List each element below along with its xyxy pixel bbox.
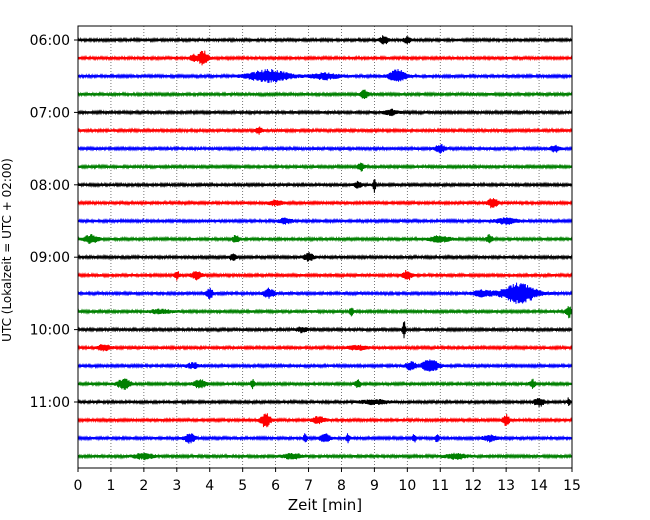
x-tick-label: 12	[464, 478, 482, 494]
x-tick-label: 13	[497, 478, 515, 494]
trace-1000	[77, 321, 573, 339]
y-axis: 06:00 07:00 08:00 09:00 10:00 11:00	[30, 33, 78, 411]
x-tick-label: 4	[205, 478, 214, 494]
trace-0715	[77, 126, 573, 135]
x-tick-label: 15	[563, 478, 581, 494]
x-tick-label: 9	[370, 478, 379, 494]
trace-0630	[77, 68, 573, 84]
x-axis: 0 1 2 3 4 5 6 7 8 9 10 11 12 13 14 15	[74, 468, 581, 494]
trace-0700	[77, 108, 573, 117]
x-tick-label: 3	[172, 478, 181, 494]
x-tick-label: 10	[398, 478, 416, 494]
trace-1030	[77, 359, 573, 372]
trace-0730	[77, 143, 573, 154]
seismic-traces	[77, 35, 573, 461]
x-tick-label: 8	[337, 478, 346, 494]
y-tick-label: 11:00	[30, 395, 70, 411]
x-tick-label: 0	[74, 478, 83, 494]
trace-0900	[77, 252, 573, 262]
trace-0945	[77, 306, 573, 319]
trace-0930	[77, 282, 573, 304]
plot-frame	[77, 25, 573, 469]
trace-0745	[77, 162, 573, 172]
trace-0800	[77, 179, 573, 193]
trace-0615	[77, 50, 573, 66]
x-axis-label: Zeit [min]	[288, 496, 362, 514]
x-tick-label: 7	[304, 478, 313, 494]
trace-0830	[77, 217, 573, 226]
trace-0600	[77, 35, 573, 45]
y-tick-label: 07:00	[30, 105, 70, 121]
trace-1015	[77, 344, 573, 352]
trace-1145	[77, 452, 573, 461]
x-tick-label: 6	[271, 478, 280, 494]
trace-1115	[77, 413, 573, 428]
x-tick-label: 2	[139, 478, 148, 494]
x-tick-label: 1	[106, 478, 115, 494]
trace-0845	[77, 233, 573, 244]
trace-1045	[77, 378, 573, 391]
x-tick-label: 14	[530, 478, 548, 494]
trace-0815	[77, 198, 573, 209]
trace-0915	[77, 269, 573, 281]
y-tick-label: 08:00	[30, 178, 70, 194]
y-axis-label: UTC (Lokalzeit = UTC + 02:00)	[0, 158, 14, 342]
y-tick-label: 06:00	[30, 33, 70, 49]
y-tick-label: 10:00	[30, 323, 70, 339]
trace-1130	[77, 433, 573, 444]
x-tick-label: 11	[431, 478, 449, 494]
trace-0645	[77, 89, 573, 100]
y-tick-label: 09:00	[30, 250, 70, 266]
x-tick-label: 5	[238, 478, 247, 494]
trace-1100	[77, 397, 573, 407]
